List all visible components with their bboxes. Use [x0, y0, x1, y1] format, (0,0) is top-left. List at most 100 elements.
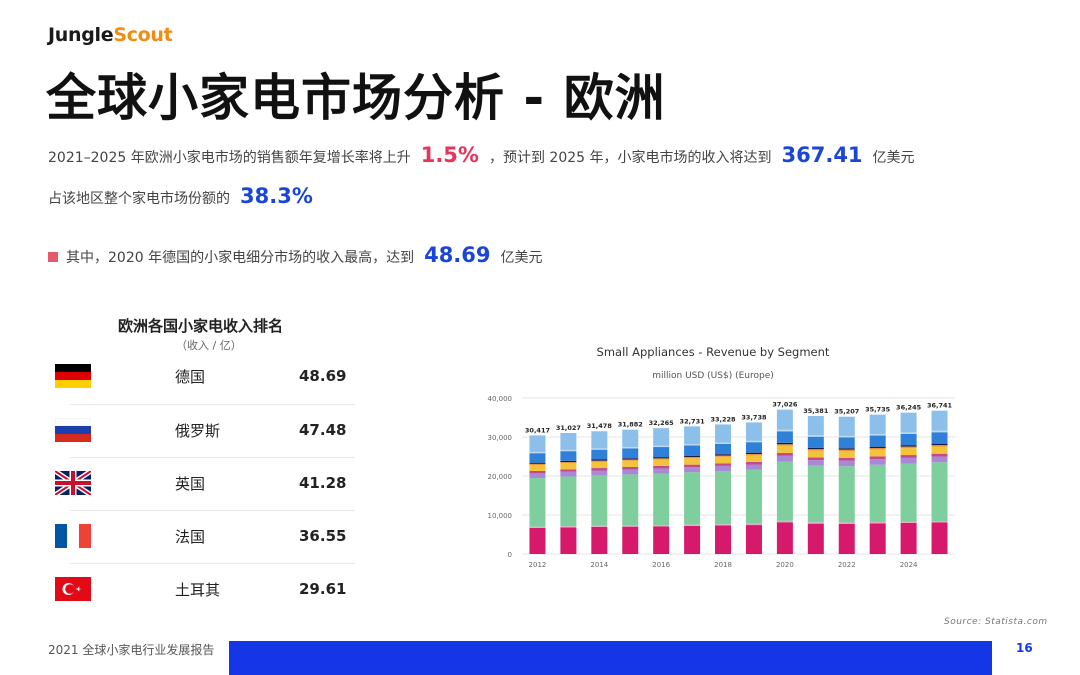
- bar-segment: [838, 416, 855, 436]
- y-tick-label: 10,000: [488, 512, 513, 520]
- summary-text-3: 占该地区整个家电市场份额的: [48, 191, 230, 207]
- bar-segment: [869, 464, 886, 522]
- bar-total-label: 37,026: [772, 401, 798, 409]
- bar-segment: [684, 525, 701, 554]
- bar-segment: [807, 450, 824, 458]
- bar-segment: [900, 447, 917, 456]
- bar-segment: [529, 527, 546, 554]
- bar-segment: [653, 445, 670, 448]
- bar-segment: [838, 522, 855, 524]
- bar-segment: [715, 454, 732, 456]
- bar-segment: [591, 460, 608, 462]
- bar-segment: [684, 467, 701, 473]
- ranking-row: 英国 41.28: [55, 457, 355, 509]
- bar-segment: [807, 457, 824, 461]
- bar-stack: [653, 428, 670, 554]
- bar-segment: [622, 466, 639, 470]
- bar-segment: [622, 448, 639, 459]
- bar-segment: [653, 447, 670, 458]
- bar-stack: [560, 432, 577, 554]
- bar-segment: [591, 461, 608, 469]
- row-divider: [70, 404, 355, 405]
- bar-segment: [560, 476, 577, 527]
- bar-segment: [931, 446, 948, 454]
- bar-stack: [591, 431, 608, 554]
- bar-total-label: 35,207: [834, 408, 859, 416]
- footer-report-name: 2021 全球小家电行业发展报告: [48, 643, 215, 657]
- bar-segment: [529, 462, 546, 464]
- bar-segment: [591, 449, 608, 460]
- chart-bars: [529, 409, 948, 554]
- bar-segment: [745, 525, 762, 554]
- bar-segment: [776, 461, 793, 521]
- bar-segment: [684, 464, 701, 468]
- bar-segment: [622, 474, 639, 526]
- bar-segment: [931, 522, 948, 554]
- bar-segment: [715, 525, 732, 554]
- bar-segment: [622, 469, 639, 475]
- bar-segment: [776, 445, 793, 453]
- bar-segment: [807, 522, 824, 524]
- bar-stack: [838, 416, 855, 554]
- bar-segment: [591, 525, 608, 527]
- russia-flag-icon: [55, 418, 91, 442]
- bar-segment: [931, 430, 948, 433]
- bar-segment: [869, 521, 886, 524]
- bar-segment: [807, 436, 824, 448]
- bar-segment: [869, 434, 886, 436]
- bar-segment: [622, 460, 639, 467]
- ranking-row: 俄罗斯 47.48: [55, 404, 355, 456]
- bar-segment: [931, 462, 948, 522]
- bar-segment: [653, 457, 670, 459]
- bar-segment: [529, 435, 546, 452]
- bar-segment: [776, 409, 793, 430]
- bar-segment: [591, 526, 608, 554]
- bullet-unit: 亿美元: [500, 250, 543, 266]
- bar-segment: [838, 435, 855, 438]
- bar-segment: [869, 449, 886, 457]
- bar-segment: [684, 426, 701, 445]
- row-divider: [70, 563, 355, 564]
- bar-segment: [807, 460, 824, 466]
- row-divider: [70, 510, 355, 511]
- page-title: 全球小家电市场分析 - 欧洲: [46, 69, 666, 127]
- bar-segment: [900, 463, 917, 522]
- bar-segment: [776, 522, 793, 554]
- bar-segment: [807, 435, 824, 437]
- bar-total-label: 31,027: [556, 424, 581, 432]
- bar-segment: [560, 432, 577, 450]
- country-name: 土耳其: [175, 580, 221, 599]
- bar-segment: [838, 449, 855, 452]
- footer-bar: [229, 641, 992, 675]
- cagr-value: 1.5%: [420, 143, 479, 167]
- bar-segment: [653, 465, 670, 469]
- bar-segment: [622, 526, 639, 554]
- turkey-flag-icon: [55, 577, 91, 601]
- summary-line-2: 占该地区整个家电市场份额的 38.3%: [48, 184, 323, 208]
- bar-segment: [715, 524, 732, 526]
- bar-segment: [560, 526, 577, 528]
- bar-segment: [900, 522, 917, 554]
- bar-segment: [715, 463, 732, 466]
- bar-segment: [715, 455, 732, 457]
- bar-segment: [745, 461, 762, 465]
- x-tick-label: 2018: [714, 561, 732, 569]
- summary-unit-1: 亿美元: [872, 150, 915, 166]
- bar-stack: [807, 416, 824, 554]
- y-tick-label: 20,000: [488, 473, 513, 481]
- france-flag-icon: [55, 524, 91, 548]
- bar-segment: [684, 445, 701, 456]
- bar-segment: [560, 451, 577, 461]
- bar-total-label: 33,738: [741, 413, 767, 421]
- bar-segment: [684, 524, 701, 526]
- bar-total-label: 32,731: [680, 417, 706, 425]
- bar-segment: [529, 470, 546, 474]
- bar-stack: [745, 422, 762, 554]
- bar-stack: [931, 410, 948, 554]
- source-note: Source: Statista.com: [944, 617, 1048, 627]
- bar-segment: [560, 527, 577, 554]
- bar-segment: [745, 523, 762, 526]
- bar-segment: [900, 521, 917, 523]
- bar-segment: [684, 455, 701, 457]
- bullet-square-icon: [48, 252, 58, 262]
